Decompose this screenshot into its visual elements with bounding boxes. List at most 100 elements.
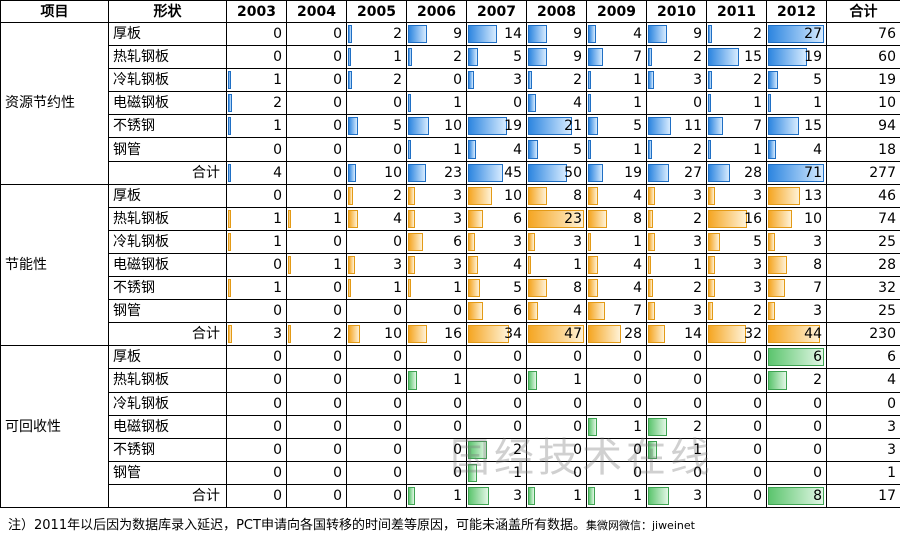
value-cell: 19: [766, 45, 827, 70]
value-cell: 4: [526, 299, 587, 324]
cell-value: 0: [573, 464, 582, 481]
value-cell: 5: [586, 114, 647, 139]
cell-value: 3: [693, 303, 702, 320]
data-bar: [768, 255, 787, 275]
value-cell: 2: [706, 68, 767, 93]
cell-value: 0: [633, 372, 642, 389]
data-bar: [408, 325, 427, 344]
data-bar: [768, 117, 799, 136]
value-cell: 0: [406, 299, 467, 324]
data-bar: [768, 186, 800, 205]
value-cell: 0: [586, 460, 647, 485]
cell-value: 2: [753, 303, 762, 320]
value-cell: 3: [766, 229, 827, 254]
cell-value: 0: [633, 395, 642, 412]
value-cell: 1: [226, 206, 287, 231]
category-label: 可回收性: [0, 345, 109, 508]
cell-value: 1: [573, 256, 582, 273]
cell-value: 1: [393, 49, 402, 66]
value-cell: 0: [526, 437, 587, 462]
data-bar: [708, 302, 713, 321]
value-cell: 1: [526, 483, 587, 509]
value-cell: 47: [526, 322, 587, 347]
value-cell: 0: [466, 391, 527, 416]
value-cell: 6: [466, 299, 527, 324]
data-bar: [648, 25, 667, 44]
value-cell: 7: [766, 276, 827, 301]
cell-value: 11: [684, 118, 702, 135]
value-cell: 71: [766, 160, 827, 185]
cell-value: 0: [813, 464, 822, 481]
value-cell: 10: [346, 160, 407, 185]
table-row: 合计 4 0 10 23 45 50 19 27 28 71 277: [1, 160, 900, 185]
cell-value: 7: [633, 303, 642, 320]
data-bar: [648, 255, 651, 275]
cell-value: 2: [393, 26, 402, 43]
value-cell: 0: [466, 368, 527, 393]
data-bar: [408, 371, 417, 390]
value-cell: 1: [586, 68, 647, 93]
shape-label: 合计: [108, 160, 227, 185]
value-cell: 1: [346, 45, 407, 70]
cell-value: 0: [393, 441, 402, 458]
cell-value: 15: [744, 49, 762, 66]
value-cell: 3: [406, 252, 467, 278]
cell-value: 0: [393, 418, 402, 435]
value-cell: 0: [466, 91, 527, 116]
value-cell: 10: [466, 183, 527, 208]
value-cell: 0: [526, 414, 587, 439]
value-cell: 2: [406, 45, 467, 70]
cell-value: 1: [753, 141, 762, 158]
value-cell: 15: [706, 45, 767, 70]
value-cell: 2: [766, 368, 827, 393]
value-cell: 19: [466, 114, 527, 139]
cell-value: 1: [573, 487, 582, 504]
value-cell: 23: [406, 160, 467, 185]
value-cell: 2: [706, 299, 767, 324]
value-cell: 0: [226, 437, 287, 462]
cell-value: 0: [453, 349, 462, 366]
value-cell: 23: [526, 206, 587, 231]
cell-value: 3: [753, 256, 762, 273]
data-bar: [468, 163, 503, 182]
data-bar: [588, 94, 591, 113]
data-bar: [228, 279, 231, 298]
cell-value: 9: [453, 26, 462, 43]
cell-value: 0: [273, 395, 282, 412]
cell-value: 0: [753, 487, 762, 504]
cell-value: 19: [624, 164, 642, 181]
value-cell: 1: [286, 252, 347, 278]
cell-value: 0: [753, 464, 762, 481]
value-cell: 0: [346, 368, 407, 393]
row-total: 76: [826, 21, 900, 47]
cell-value: 0: [393, 372, 402, 389]
cell-value: 1: [453, 280, 462, 297]
data-bar: [588, 232, 591, 251]
value-cell: 0: [226, 368, 287, 393]
cell-value: 0: [513, 95, 522, 112]
data-bar: [768, 48, 807, 67]
table-row: 热轧钢板 1 1 4 3 6 23 8 2 16 10 74: [1, 206, 900, 231]
row-total: 18: [826, 137, 900, 162]
cell-value: 28: [624, 326, 642, 343]
value-cell: 10: [346, 322, 407, 347]
value-cell: 2: [346, 21, 407, 47]
cell-value: 2: [573, 72, 582, 89]
data-bar: [648, 302, 655, 321]
data-bar: [288, 255, 291, 275]
cell-value: 9: [573, 26, 582, 43]
value-cell: 0: [646, 345, 707, 370]
value-cell: 1: [766, 91, 827, 116]
cell-value: 0: [333, 164, 342, 181]
value-cell: 3: [406, 183, 467, 208]
value-cell: 1: [346, 276, 407, 301]
value-cell: 0: [226, 45, 287, 70]
value-cell: 0: [346, 483, 407, 509]
value-cell: 34: [466, 322, 527, 347]
shape-label: 冷轧钢板: [108, 68, 227, 93]
value-cell: 0: [286, 45, 347, 70]
cell-value: 0: [273, 441, 282, 458]
cell-value: 5: [393, 118, 402, 135]
header-year-2008: 2008: [526, 0, 587, 23]
cell-value: 2: [693, 210, 702, 227]
